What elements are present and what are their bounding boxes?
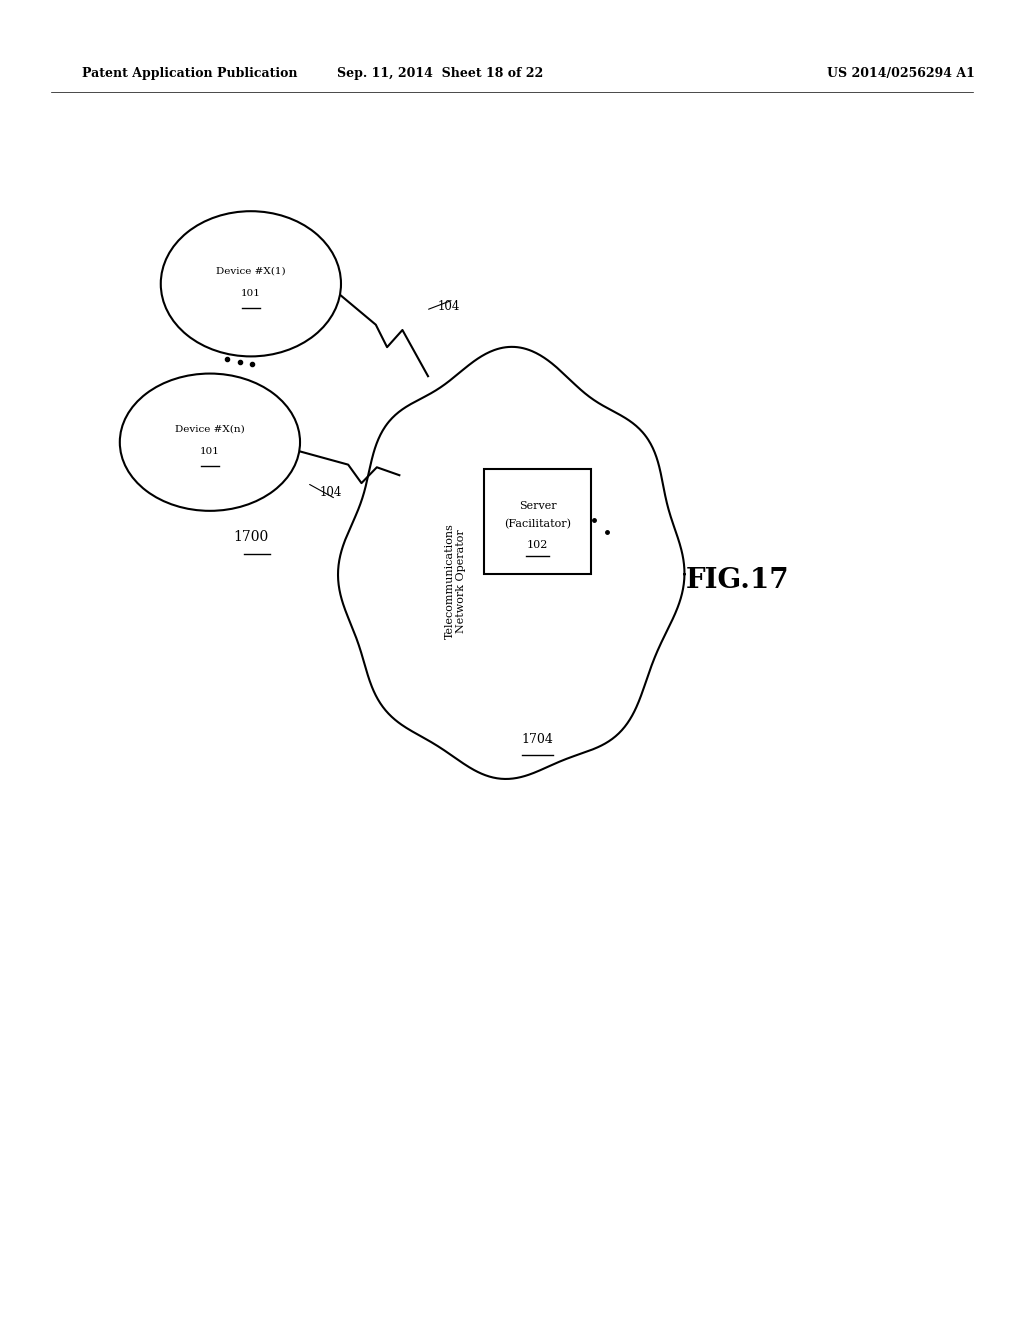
Ellipse shape — [120, 374, 300, 511]
Text: 101: 101 — [200, 447, 220, 455]
Text: (Facilitator): (Facilitator) — [504, 519, 571, 529]
Text: 104: 104 — [319, 486, 342, 499]
Text: Server: Server — [519, 500, 556, 511]
Text: 102: 102 — [527, 540, 548, 550]
Text: Patent Application Publication: Patent Application Publication — [82, 67, 297, 81]
Text: 1704: 1704 — [521, 733, 554, 746]
Polygon shape — [338, 347, 684, 779]
Ellipse shape — [161, 211, 341, 356]
Text: Device #X(1): Device #X(1) — [216, 267, 286, 275]
Text: Sep. 11, 2014  Sheet 18 of 22: Sep. 11, 2014 Sheet 18 of 22 — [337, 67, 544, 81]
Text: Telecommunications
Network Operator: Telecommunications Network Operator — [444, 523, 467, 639]
Text: 101: 101 — [241, 289, 261, 297]
Text: US 2014/0256294 A1: US 2014/0256294 A1 — [827, 67, 975, 81]
Text: Device #X(n): Device #X(n) — [175, 425, 245, 433]
Text: FIG.17: FIG.17 — [685, 568, 790, 594]
Bar — [484, 469, 592, 574]
Text: 104: 104 — [437, 300, 460, 313]
Text: 1700: 1700 — [233, 531, 268, 544]
